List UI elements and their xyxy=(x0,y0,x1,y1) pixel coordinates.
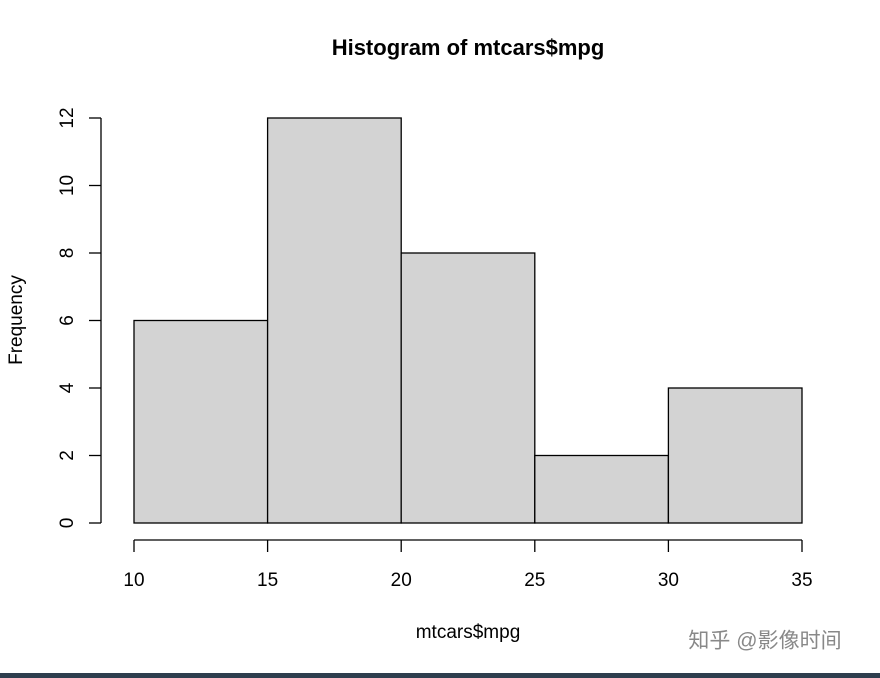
x-tick-label: 10 xyxy=(123,570,144,591)
x-axis-label: mtcars$mpg xyxy=(416,622,521,643)
x-tick-label: 35 xyxy=(791,570,812,591)
y-axis-label: Frequency xyxy=(6,275,27,365)
watermark: 知乎 @影像时间 xyxy=(688,630,841,653)
bar xyxy=(534,454,670,524)
y-tick-label: 8 xyxy=(57,248,78,259)
y-tick-label: 10 xyxy=(57,175,78,196)
chart-title: Histogram of mtcars$mpg xyxy=(332,35,605,60)
x-tick-label: 30 xyxy=(658,570,679,591)
y-tick-label: 12 xyxy=(57,107,78,128)
x-tick-label: 15 xyxy=(257,570,278,591)
y-tick-label: 4 xyxy=(57,382,78,393)
y-tick-label: 0 xyxy=(57,518,78,529)
bar xyxy=(667,387,803,524)
bar xyxy=(400,252,536,524)
bottom-bar xyxy=(0,673,880,678)
bar xyxy=(133,319,269,524)
x-tick-label: 20 xyxy=(391,570,412,591)
y-tick-label: 6 xyxy=(57,315,78,326)
bar xyxy=(266,117,402,524)
x-tick-label: 25 xyxy=(524,570,545,591)
y-tick-label: 2 xyxy=(57,450,78,461)
